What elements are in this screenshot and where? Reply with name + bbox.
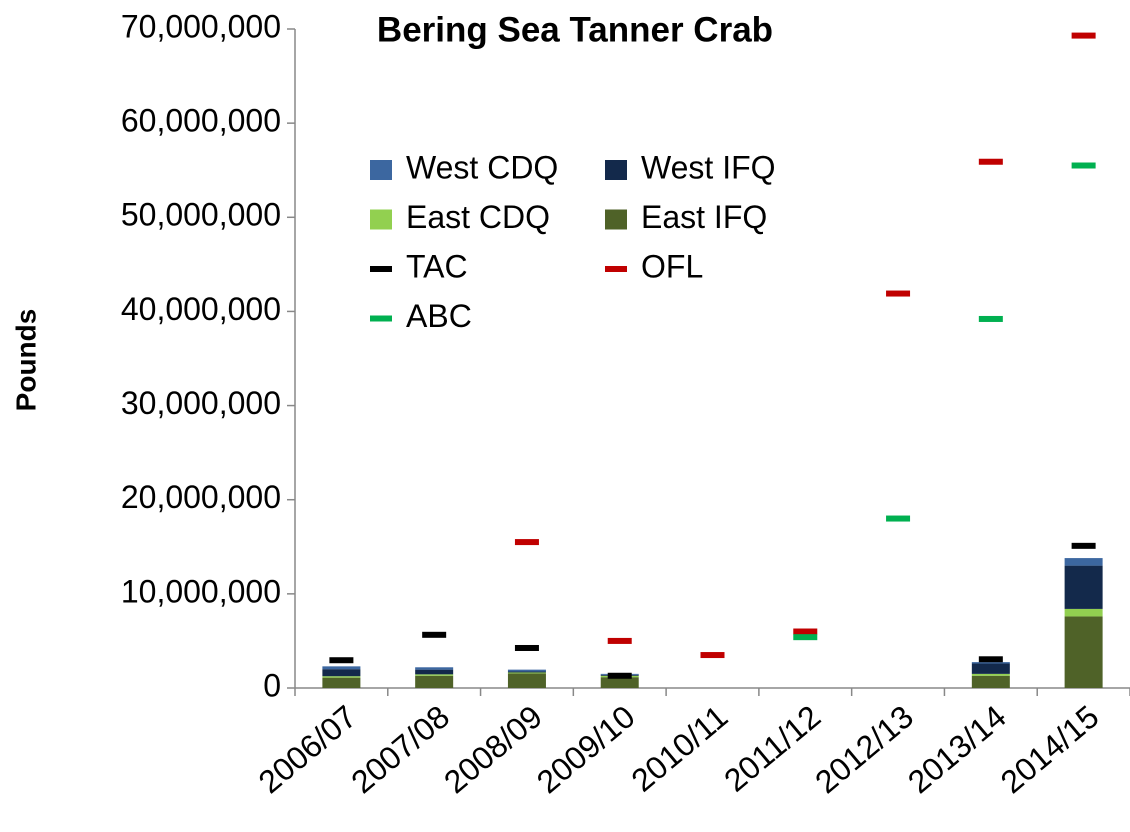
legend-swatch — [370, 315, 392, 322]
y-tick-label: 70,000,000 — [121, 8, 281, 44]
legend-swatch — [370, 266, 392, 272]
y-tick-label: 50,000,000 — [121, 197, 281, 233]
legend-swatch — [370, 209, 392, 230]
bar-segment — [1064, 565, 1103, 609]
legend-label: East CDQ — [406, 199, 550, 235]
dash-marker — [1071, 542, 1096, 549]
dash-marker — [793, 628, 818, 635]
x-tick-label: 2014/15 — [994, 698, 1106, 800]
dash-marker — [978, 315, 1003, 322]
bar-segment — [971, 662, 1010, 664]
dash-marker — [514, 644, 539, 651]
bar-segment — [1064, 558, 1103, 566]
dash-marker — [329, 657, 354, 664]
x-tick-label: 2013/14 — [901, 698, 1013, 800]
bar-segment — [507, 669, 546, 672]
dash-marker — [422, 631, 447, 638]
bar-segment — [415, 667, 454, 670]
legend-swatch — [370, 160, 392, 180]
legend-label: East IFQ — [641, 199, 767, 235]
bar-segment — [971, 673, 1010, 676]
x-tick-label: 2011/12 — [717, 698, 827, 798]
legend-swatch — [605, 209, 627, 230]
x-tick-label: 2007/08 — [344, 698, 456, 800]
legend-label: West IFQ — [641, 149, 776, 185]
bar-segment — [1064, 616, 1103, 688]
bar-segment — [415, 669, 454, 675]
y-tick-label: 60,000,000 — [121, 103, 281, 139]
bar-segment — [415, 674, 454, 676]
x-tick-label: 2010/11 — [625, 698, 735, 798]
dash-marker — [1071, 32, 1096, 39]
dash-marker — [978, 158, 1003, 165]
bar-segment — [322, 677, 361, 688]
legend-label: TAC — [406, 248, 468, 284]
dash-marker — [700, 652, 725, 659]
dash-marker — [1071, 162, 1096, 169]
dash-marker — [793, 634, 818, 641]
y-tick-label: 0 — [263, 667, 281, 703]
bar-segment — [600, 677, 639, 688]
y-tick-label: 20,000,000 — [121, 479, 281, 515]
legend-swatch — [605, 266, 627, 272]
legend-label: ABC — [406, 298, 472, 334]
x-tick-label: 2008/09 — [437, 698, 549, 800]
bar-segment — [971, 663, 1010, 674]
y-tick-label: 40,000,000 — [121, 291, 281, 327]
dash-marker — [514, 539, 539, 546]
bar-segment — [415, 675, 454, 688]
y-axis-label: Pounds — [10, 309, 41, 412]
bar-segment — [507, 672, 546, 674]
legend-label: West CDQ — [406, 149, 558, 185]
dash-marker — [978, 656, 1003, 663]
bar-segment — [507, 673, 546, 688]
chart-title: Bering Sea Tanner Crab — [377, 10, 773, 49]
dash-marker — [607, 637, 632, 644]
dash-marker — [886, 290, 911, 297]
bar-segment — [322, 666, 361, 670]
dash-marker — [607, 672, 632, 679]
x-tick-label: 2012/13 — [808, 698, 920, 800]
bar-segment — [322, 669, 361, 677]
bar-segment — [322, 676, 361, 678]
bar-segment — [971, 675, 1010, 688]
legend-label: OFL — [641, 248, 703, 284]
legend-swatch — [605, 160, 627, 180]
y-tick-label: 30,000,000 — [121, 385, 281, 421]
x-tick-label: 2009/10 — [530, 698, 642, 800]
dash-marker — [886, 515, 911, 522]
bar-segment — [507, 671, 546, 673]
x-tick-label: 2006/07 — [252, 698, 364, 800]
bar-segment — [1064, 608, 1103, 617]
y-tick-label: 10,000,000 — [121, 573, 281, 609]
